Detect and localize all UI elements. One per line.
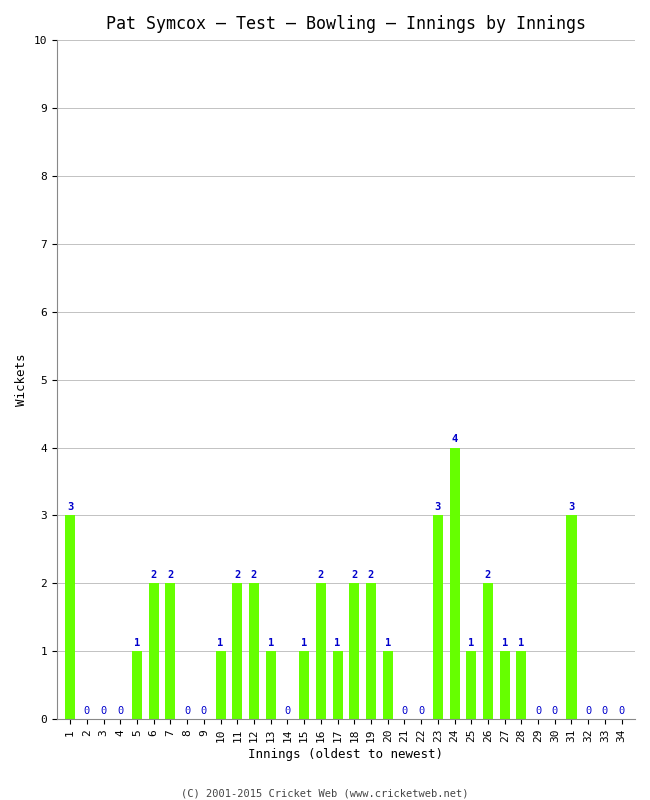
- Bar: [149, 583, 159, 719]
- Text: 0: 0: [401, 706, 408, 716]
- Text: 0: 0: [602, 706, 608, 716]
- Text: 1: 1: [502, 638, 508, 648]
- Text: 1: 1: [134, 638, 140, 648]
- Text: 1: 1: [518, 638, 525, 648]
- Text: 1: 1: [334, 638, 341, 648]
- Text: 0: 0: [619, 706, 625, 716]
- Bar: [216, 651, 226, 719]
- Bar: [316, 583, 326, 719]
- Text: 0: 0: [552, 706, 558, 716]
- Bar: [516, 651, 526, 719]
- Text: 1: 1: [301, 638, 307, 648]
- Text: 2: 2: [251, 570, 257, 580]
- Bar: [349, 583, 359, 719]
- Text: (C) 2001-2015 Cricket Web (www.cricketweb.net): (C) 2001-2015 Cricket Web (www.cricketwe…: [181, 788, 469, 798]
- Text: 2: 2: [234, 570, 240, 580]
- Text: 0: 0: [284, 706, 291, 716]
- Text: 3: 3: [568, 502, 575, 512]
- Text: 1: 1: [468, 638, 474, 648]
- Y-axis label: Wickets: Wickets: [15, 354, 28, 406]
- Bar: [567, 515, 577, 719]
- Text: 0: 0: [84, 706, 90, 716]
- Text: 0: 0: [184, 706, 190, 716]
- Text: 1: 1: [268, 638, 274, 648]
- X-axis label: Innings (oldest to newest): Innings (oldest to newest): [248, 748, 443, 761]
- Text: 2: 2: [167, 570, 174, 580]
- Text: 3: 3: [67, 502, 73, 512]
- Text: 0: 0: [117, 706, 124, 716]
- Bar: [433, 515, 443, 719]
- Bar: [333, 651, 343, 719]
- Text: 0: 0: [101, 706, 107, 716]
- Text: 1: 1: [385, 638, 391, 648]
- Text: 2: 2: [151, 570, 157, 580]
- Bar: [383, 651, 393, 719]
- Bar: [132, 651, 142, 719]
- Text: 2: 2: [485, 570, 491, 580]
- Text: 1: 1: [218, 638, 224, 648]
- Bar: [249, 583, 259, 719]
- Bar: [500, 651, 510, 719]
- Bar: [232, 583, 242, 719]
- Bar: [299, 651, 309, 719]
- Text: 2: 2: [318, 570, 324, 580]
- Bar: [450, 447, 460, 719]
- Text: 0: 0: [585, 706, 592, 716]
- Bar: [65, 515, 75, 719]
- Text: 2: 2: [368, 570, 374, 580]
- Title: Pat Symcox – Test – Bowling – Innings by Innings: Pat Symcox – Test – Bowling – Innings by…: [106, 15, 586, 33]
- Bar: [165, 583, 176, 719]
- Bar: [366, 583, 376, 719]
- Bar: [483, 583, 493, 719]
- Bar: [466, 651, 476, 719]
- Text: 2: 2: [351, 570, 358, 580]
- Text: 3: 3: [435, 502, 441, 512]
- Text: 0: 0: [418, 706, 424, 716]
- Text: 0: 0: [535, 706, 541, 716]
- Bar: [266, 651, 276, 719]
- Text: 4: 4: [451, 434, 458, 444]
- Text: 0: 0: [201, 706, 207, 716]
